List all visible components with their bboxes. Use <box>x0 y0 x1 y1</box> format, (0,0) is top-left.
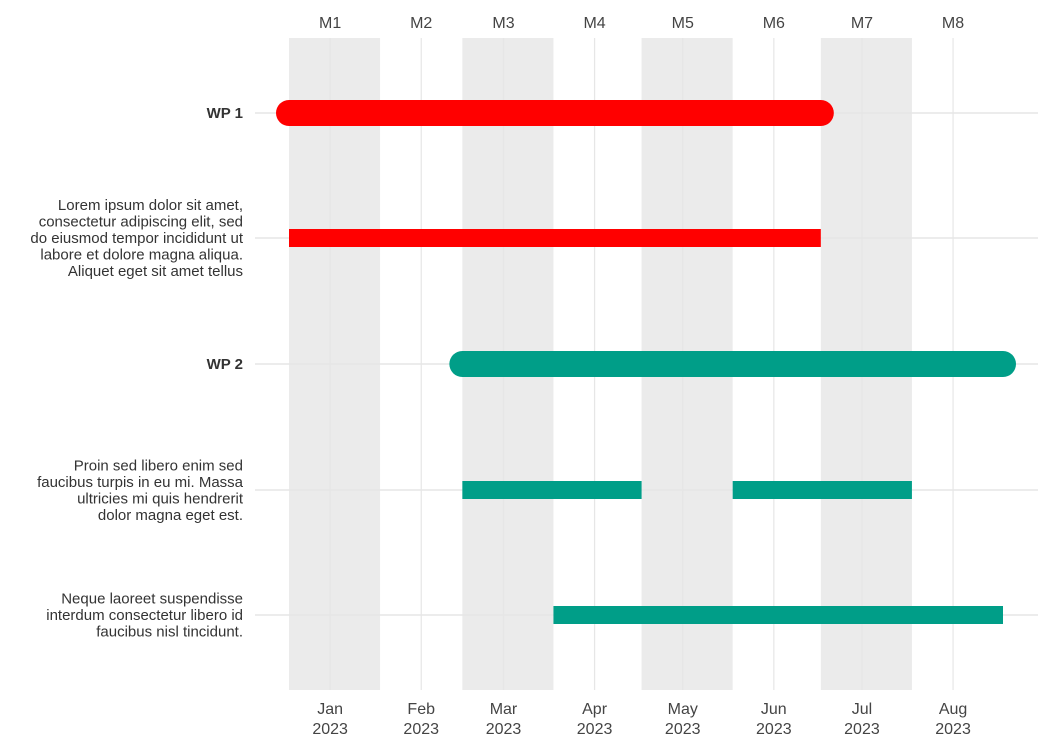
row-label-line: consectetur adipiscing elit, sed <box>39 214 243 231</box>
bottom-tick-label: Aug 2023 <box>935 701 971 738</box>
row-label-line: labore et dolore magna aliqua. <box>40 247 243 264</box>
top-tick-label: M2 <box>410 15 432 32</box>
row-label-line: faucibus nisl tincidunt. <box>96 624 243 641</box>
task-bar <box>462 481 642 499</box>
task-bar <box>553 606 1003 624</box>
bottom-tick-label-line: 2023 <box>756 721 792 738</box>
bottom-tick-label: Jun 2023 <box>756 701 792 738</box>
top-tick-label: M1 <box>319 15 341 32</box>
work-package-label: WP 2 <box>207 356 243 373</box>
row-label-line: WP 1 <box>207 105 243 122</box>
row-label-line: WP 2 <box>207 356 243 373</box>
top-tick-label: M6 <box>763 15 785 32</box>
bottom-tick-label-line: 2023 <box>312 721 348 738</box>
bottom-tick-label-line: Jan <box>317 701 343 718</box>
row-label-line: dolor magna eget est. <box>98 507 243 524</box>
top-tick-label: M8 <box>942 15 964 32</box>
top-tick-label: M5 <box>672 15 694 32</box>
bottom-tick-label: Mar 2023 <box>486 701 522 738</box>
bottom-tick-label-line: Aug <box>939 701 967 718</box>
bottom-tick-label-line: May <box>668 701 698 718</box>
row-label-line: ultricies mi quis hendrerit <box>77 490 244 507</box>
bottom-tick-label-line: 2023 <box>935 721 971 738</box>
task-label: Neque laoreet suspendisse interdum consec… <box>46 591 243 641</box>
task-label: Lorem ipsum dolor sit amet, consectetur a… <box>30 197 243 280</box>
task-label: Proin sed libero enim sed faucibus turpis… <box>37 457 244 524</box>
row-label-line: faucibus turpis in eu mi. Massa <box>37 474 244 491</box>
bottom-tick-label-line: 2023 <box>844 721 880 738</box>
row-label-line: interdum consectetur libero id <box>46 607 243 624</box>
bottom-tick-label-line: Jul <box>852 701 872 718</box>
bottom-tick-label: May 2023 <box>665 701 701 738</box>
bottom-tick-label-line: 2023 <box>665 721 701 738</box>
bottom-tick-label-line: Feb <box>407 701 435 718</box>
task-bar <box>289 229 821 247</box>
bottom-tick-label: Jul 2023 <box>844 701 880 738</box>
top-tick-label: M3 <box>492 15 514 32</box>
task-bar <box>732 481 912 499</box>
bottom-tick-label-line: Mar <box>490 701 518 718</box>
row-label-line: Proin sed libero enim sed <box>74 457 243 474</box>
row-label-line: Lorem ipsum dolor sit amet, <box>58 197 243 214</box>
bottom-tick-label-line: Jun <box>761 701 787 718</box>
bottom-tick-label: Jan 2023 <box>312 701 348 738</box>
top-tick-label: M7 <box>851 15 873 32</box>
row-label-line: do eiusmod tempor incididunt ut <box>30 230 243 247</box>
work-package-label: WP 1 <box>207 105 243 122</box>
bottom-tick-label-line: 2023 <box>403 721 439 738</box>
bottom-tick-label-line: 2023 <box>486 721 522 738</box>
bottom-tick-label-line: 2023 <box>577 721 613 738</box>
bottom-tick-label: Feb 2023 <box>403 701 439 738</box>
row-label-line: Neque laoreet suspendisse <box>61 591 243 608</box>
top-tick-label: M4 <box>583 15 605 32</box>
bottom-tick-label-line: Apr <box>582 701 608 718</box>
row-label-line: Aliquet eget sit amet tellus <box>68 263 243 280</box>
bottom-tick-label: Apr 2023 <box>577 701 613 738</box>
